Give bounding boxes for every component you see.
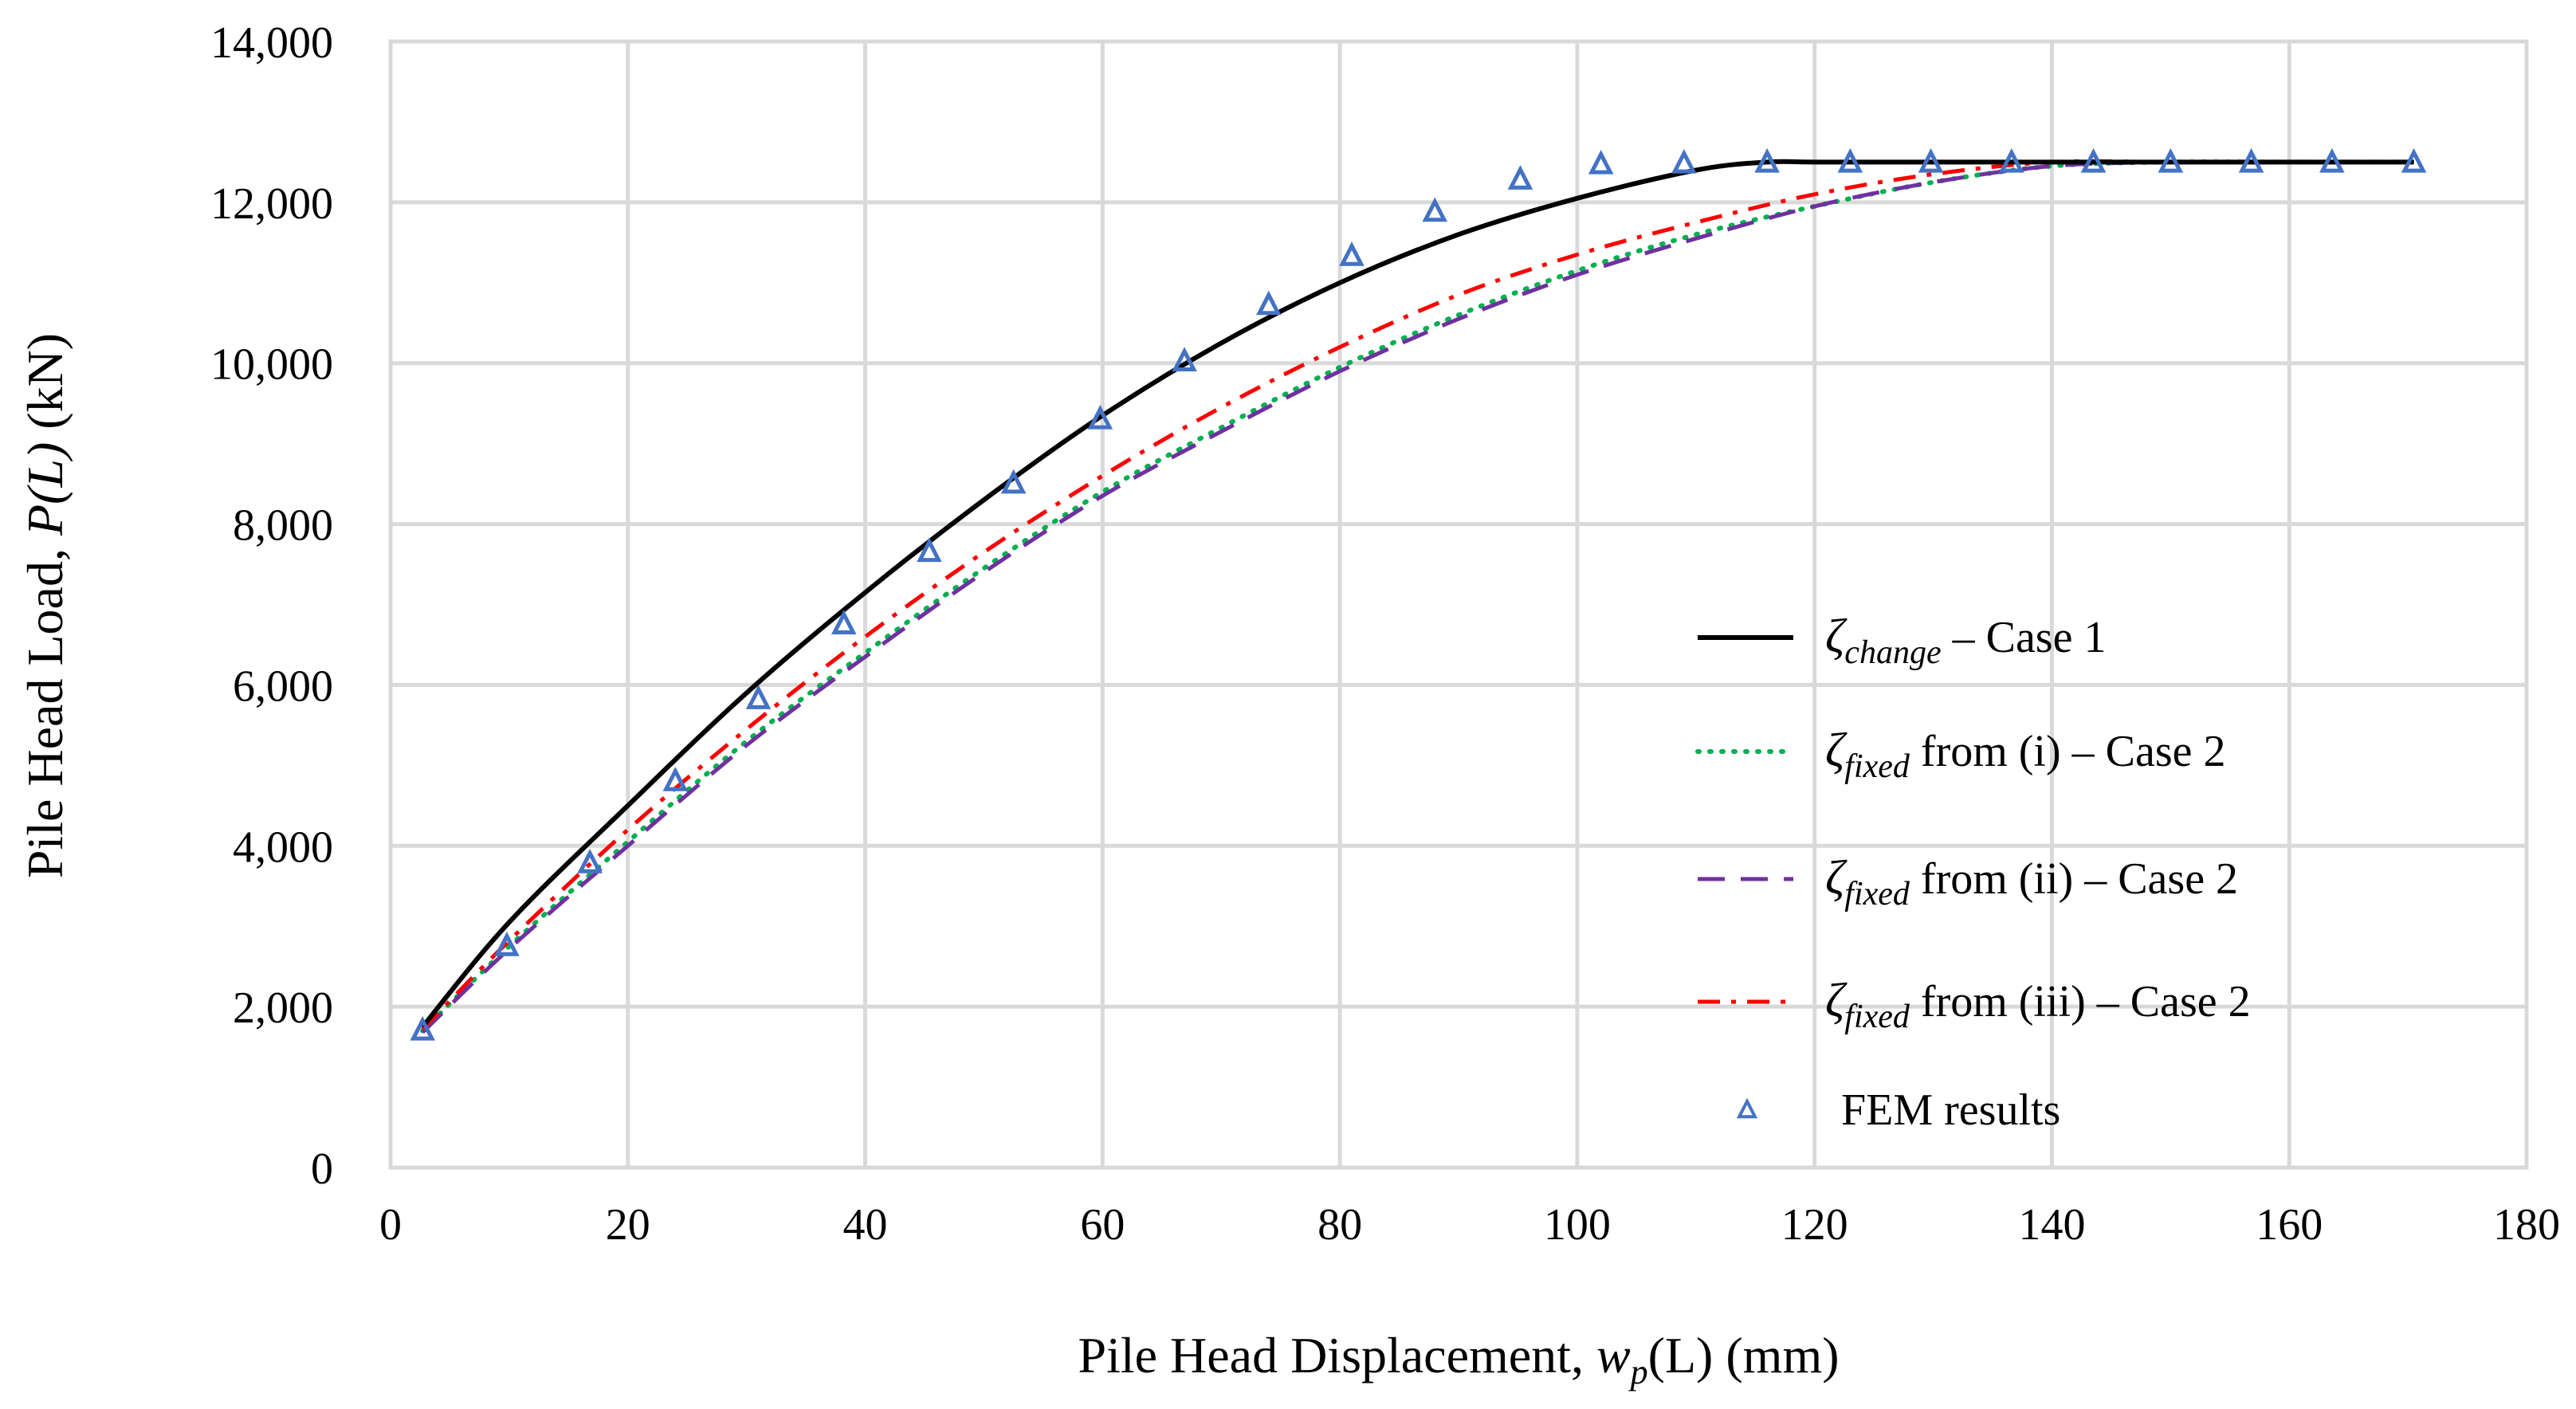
fem-marker (1999, 147, 2024, 173)
fem-marker (1255, 290, 1282, 316)
y-tick-label: 8,000 (233, 501, 333, 551)
fem-marker (2080, 147, 2107, 173)
x-tick-label: 60 (1080, 1200, 1125, 1250)
x-tick-label: 180 (2493, 1200, 2560, 1250)
legend-swatch (1736, 1097, 1758, 1119)
y-tick-label: 0 (311, 1144, 333, 1194)
fem-marker (1754, 147, 1780, 173)
x-tick-label: 80 (1317, 1200, 1362, 1250)
fem-marker (1087, 404, 1113, 430)
fem-marker (577, 849, 603, 873)
fem-marker (2401, 147, 2427, 173)
fem-marker (1918, 147, 1944, 173)
fem-marker (2238, 147, 2264, 173)
legend-label: ζfixed from (i) – Case 2 (1825, 724, 2226, 785)
fem-marker (1671, 148, 1697, 174)
y-tick-label: 14,000 (210, 18, 333, 68)
y-tick-label: 4,000 (233, 822, 333, 872)
fem-marker (1507, 165, 1533, 190)
series-line-0 (420, 159, 2414, 1029)
fem-marker (494, 931, 520, 956)
x-tick-label: 160 (2256, 1200, 2323, 1250)
fem-marker (1339, 241, 1365, 266)
x-tick-label: 100 (1544, 1200, 1611, 1250)
fem-marker (1422, 197, 1448, 222)
y-tick-label: 6,000 (233, 661, 333, 711)
series-line-2 (421, 159, 2414, 1034)
grid (391, 41, 2527, 1168)
x-tick-label: 40 (843, 1200, 888, 1250)
y-axis-ticks: 0 2,000 4,000 6,000 8,000 10,000 12,000 14,000 (210, 18, 333, 1194)
fem-marker (1172, 347, 1197, 371)
y-tick-label: 2,000 (233, 983, 333, 1033)
x-tick-label: 20 (606, 1200, 650, 1250)
y-axis-title: Pile Head Load, P(L) (kN) (17, 333, 73, 878)
fem-marker (831, 610, 857, 634)
legend-label: FEM results (1841, 1085, 2060, 1135)
fem-marker (745, 685, 772, 709)
fem-marker (1000, 469, 1027, 494)
x-tick-label: 140 (2018, 1200, 2085, 1250)
legend: ζchange – Case 1 ζfixed from (i) – Case 2… (1695, 610, 2251, 1135)
x-axis-ticks: 0 20 40 60 80 100 120 140 160 180 (379, 1200, 2560, 1250)
fem-marker (2158, 147, 2184, 173)
fem-marker (662, 767, 689, 791)
fem-marker (1837, 147, 1863, 173)
fem-markers (410, 147, 2427, 1041)
x-tick-label: 0 (379, 1200, 402, 1250)
x-axis-title: Pile Head Displacement, wp(L) (mm) (1078, 1327, 1839, 1391)
x-tick-label: 120 (1781, 1200, 1848, 1250)
legend-label: ζchange – Case 1 (1825, 610, 2106, 671)
y-tick-label: 12,000 (210, 179, 333, 229)
fem-marker (410, 1015, 435, 1041)
fem-marker (1588, 149, 1614, 175)
fem-marker (917, 537, 942, 563)
legend-label: ζfixed from (ii) – Case 2 (1825, 851, 2238, 913)
fem-marker (2319, 147, 2345, 173)
y-tick-label: 10,000 (210, 340, 333, 390)
plot-area-frame (388, 39, 2529, 1170)
series-line-1 (420, 159, 2417, 1034)
legend-label: ζfixed from (iii) – Case 2 (1825, 974, 2251, 1035)
series-layer (420, 159, 2417, 1034)
